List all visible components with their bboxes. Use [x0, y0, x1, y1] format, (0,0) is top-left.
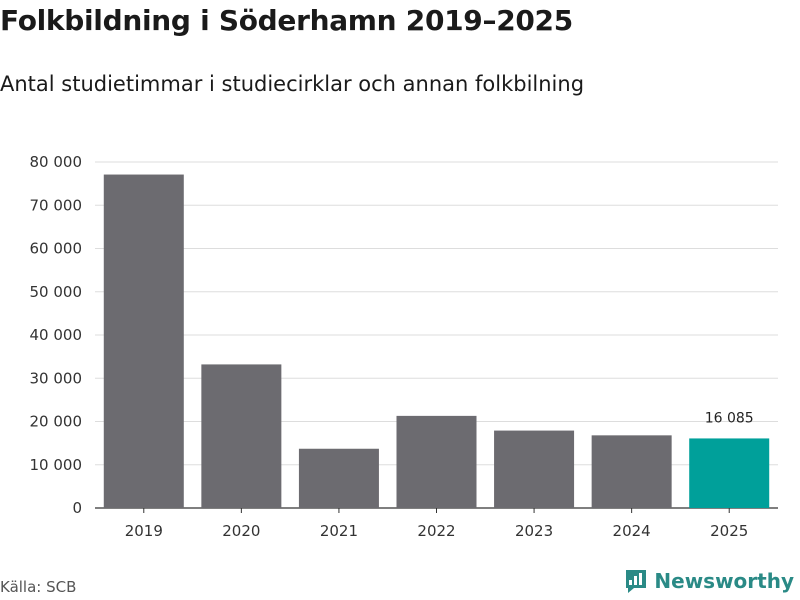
brand-logo: Newsworthy	[624, 568, 794, 594]
y-tick-label: 10 000	[30, 456, 83, 474]
bar-2022	[396, 415, 477, 508]
data-label: 16 085	[705, 410, 754, 426]
brand-name: Newsworthy	[654, 569, 794, 593]
x-axis: 2019 2020 2021 2022 2023 2024 2025	[125, 508, 748, 540]
x-tick-label: 2023	[515, 522, 553, 540]
chart-title: Folkbildning i Söderhamn 2019–2025	[0, 4, 573, 37]
y-axis: 0 10 000 20 000 30 000 40 000 50 000 60 000 70 …	[30, 153, 778, 517]
bar-2019	[103, 174, 184, 509]
y-tick-label: 80 000	[30, 153, 83, 171]
y-tick-label: 40 000	[30, 326, 83, 344]
y-tick-label: 0	[72, 499, 82, 517]
newsworthy-logo-icon	[626, 570, 647, 593]
y-tick-label: 50 000	[30, 283, 83, 301]
x-tick-label: 2019	[125, 522, 163, 540]
y-tick-label: 70 000	[30, 196, 83, 214]
bar-2020	[201, 364, 282, 508]
bars: 16 085	[103, 174, 770, 509]
source-note: Källa: SCB	[0, 578, 77, 596]
bar-2025	[689, 438, 770, 508]
bar-2021	[298, 448, 379, 508]
bar-2023	[494, 430, 575, 508]
y-tick-label: 20 000	[30, 413, 83, 431]
bar-2024	[591, 435, 672, 508]
chart-subtitle: Antal studietimmar i studiecirklar och a…	[0, 72, 585, 96]
x-tick-label: 2021	[320, 522, 358, 540]
y-tick-label: 60 000	[30, 240, 83, 258]
grid-lines	[95, 161, 778, 466]
x-tick-label: 2024	[613, 522, 651, 540]
x-tick-label: 2022	[417, 522, 455, 540]
y-tick-label: 30 000	[30, 369, 83, 387]
x-tick-label: 2020	[222, 522, 260, 540]
x-tick-label: 2025	[710, 522, 748, 540]
